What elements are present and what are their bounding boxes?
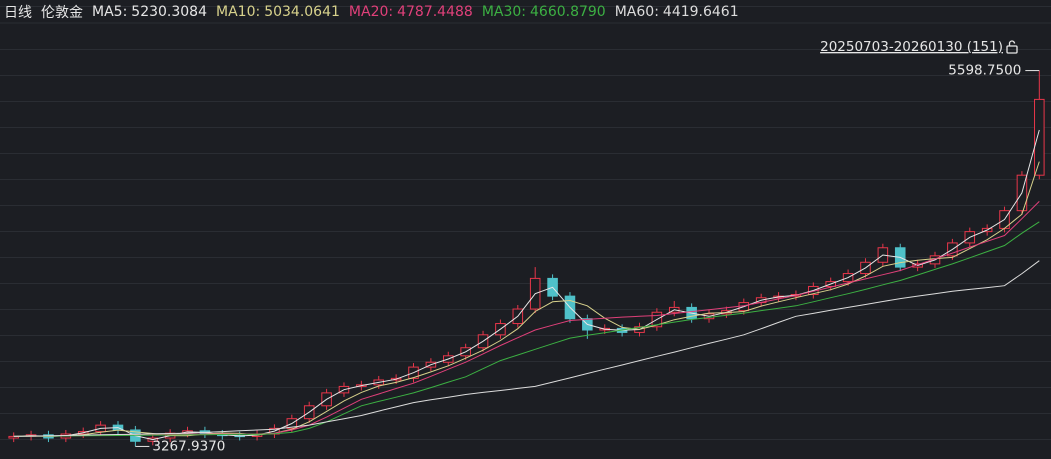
ma-line [13,221,1040,437]
legend-value: 4787.4488 [397,4,473,20]
high-label: 5598.7500 [948,63,1021,79]
candle-body [8,435,19,439]
legend-value: 4419.6461 [662,4,739,20]
legend-item: MA30: 4660.8790 [482,4,606,20]
range-label[interactable]: 20250703-20260130 (151) [820,39,1003,55]
legend-name: MA10: [216,4,261,20]
lock-icon[interactable] [1006,40,1018,54]
legend-value: 4660.8790 [530,4,606,20]
legend-name: MA60: [614,4,659,20]
legend-name: MA5: [92,4,128,20]
legend-item: MA60: 4419.6461 [615,4,739,20]
legend-item: MA5: 5230.3084 [92,4,207,20]
ma-line [13,201,1040,437]
legend-item: MA20: 4787.4488 [349,4,473,20]
chart-title: 伦敦金 [41,5,83,21]
ma-line [13,129,1040,441]
candle-body [1034,98,1045,176]
low-label: 3267.9370 [152,438,225,454]
ma-line [13,260,1040,437]
header: 日线 伦敦金 MA5: 5230.3084 MA10: 5034.0641 MA20: 4… [4,2,739,22]
legend-item: MA10: 5034.0641 [216,4,340,20]
legend-name: MA20: [348,4,394,20]
legend-value: 5034.0641 [264,4,340,20]
legend-name: MA30: [481,4,526,20]
ma-line [13,161,1040,437]
legend-value: 5230.3084 [131,4,207,20]
period[interactable]: 日线 [4,5,32,21]
